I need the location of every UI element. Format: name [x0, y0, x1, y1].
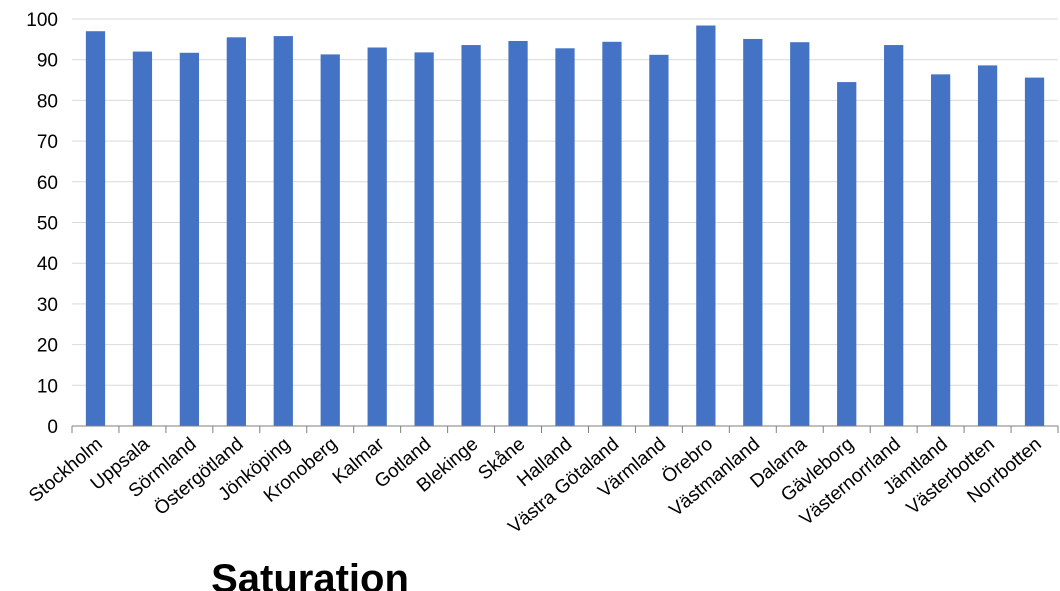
bar [930, 74, 951, 427]
bar [367, 47, 387, 427]
y-tick-label: 0 [47, 417, 58, 438]
bar [1024, 77, 1045, 426]
bar [226, 37, 246, 426]
bar [414, 52, 434, 427]
y-tick-labels: 0 10 20 30 40 50 60 70 80 90 100 [26, 10, 58, 438]
bars [85, 25, 1045, 427]
bar [320, 54, 340, 427]
y-tick-label: 20 [37, 336, 58, 357]
bar [461, 45, 481, 426]
bar [743, 38, 763, 427]
y-tick-label: 60 [37, 173, 58, 194]
bar [977, 65, 998, 426]
y-tick-label: 40 [37, 254, 58, 275]
bar [602, 41, 622, 427]
bar [273, 36, 293, 427]
bar [790, 42, 810, 426]
y-tick-label: 80 [37, 91, 58, 112]
y-tick-label: 70 [37, 132, 58, 153]
y-tick-label: 100 [26, 10, 58, 31]
y-tick-label: 10 [37, 376, 58, 397]
y-tick-label: 30 [37, 295, 58, 316]
bar [837, 82, 857, 427]
bar [132, 51, 153, 427]
bar [555, 48, 575, 426]
bar [508, 40, 528, 427]
bar [649, 54, 669, 426]
bar [696, 25, 716, 427]
y-tick-label: 50 [37, 214, 58, 235]
bar [179, 52, 200, 426]
bar [884, 45, 904, 426]
y-tick-label: 90 [37, 51, 58, 72]
bar [85, 31, 106, 427]
x-tick-labels: StockholmUppsalaSörmlandÖstergötlandJönk… [25, 433, 1045, 538]
chart-title: Saturation [211, 557, 409, 591]
x-tick-label: Stockholm [25, 434, 106, 507]
axes [71, 425, 1059, 433]
